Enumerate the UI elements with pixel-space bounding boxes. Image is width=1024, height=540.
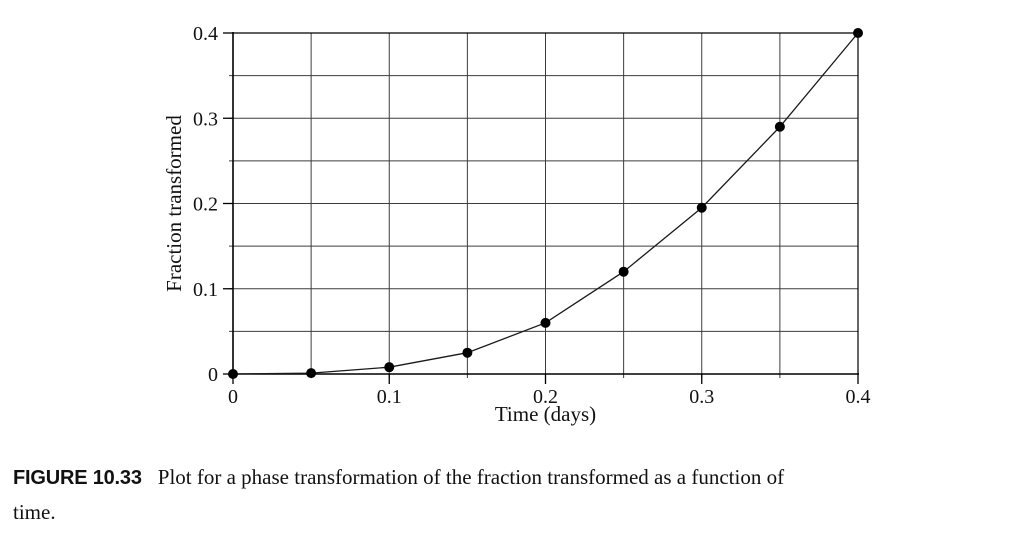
figure-caption-line1: Plot for a phase transformation of the f… <box>157 465 785 489</box>
figure-caption: FIGURE 10.33 Plot for a phase transformat… <box>13 460 1011 529</box>
data-point <box>696 202 707 213</box>
x-axis-title: Time (days) <box>495 402 596 426</box>
chart-area: 0 0.1 0.2 0.3 0.4 0 0.1 0.2 0.3 0.4 Time (days) Fra… <box>162 23 871 426</box>
data-point <box>853 28 863 38</box>
data-point <box>228 369 238 379</box>
data-point <box>618 266 629 277</box>
y-axis-title: Fraction transformed <box>162 115 186 292</box>
x-tick-label: 0.2 <box>533 386 558 408</box>
x-tick-label: 0.3 <box>689 386 714 408</box>
y-tick-label: 0.2 <box>193 194 218 216</box>
data-point <box>384 362 395 373</box>
y-tick-label: 0.4 <box>193 23 218 45</box>
y-tick-label: 0.3 <box>193 108 218 130</box>
figure-caption-line2: time. <box>13 500 56 524</box>
data-point <box>774 121 785 132</box>
data-point <box>462 347 473 358</box>
data-point <box>306 368 317 379</box>
fraction-transformed-line-chart: 0 0.1 0.2 0.3 0.4 0 0.1 0.2 0.3 0.4 Time (days) Fra… <box>162 23 871 426</box>
figure-label: FIGURE 10.33 <box>13 467 142 489</box>
y-tick-label: 0.1 <box>193 279 218 301</box>
x-tick-label: 0 <box>228 386 238 408</box>
x-tick-label: 0.1 <box>377 386 402 408</box>
data-point <box>540 317 551 328</box>
y-tick-label: 0 <box>208 364 218 386</box>
x-tick-label: 0.4 <box>846 386 871 408</box>
